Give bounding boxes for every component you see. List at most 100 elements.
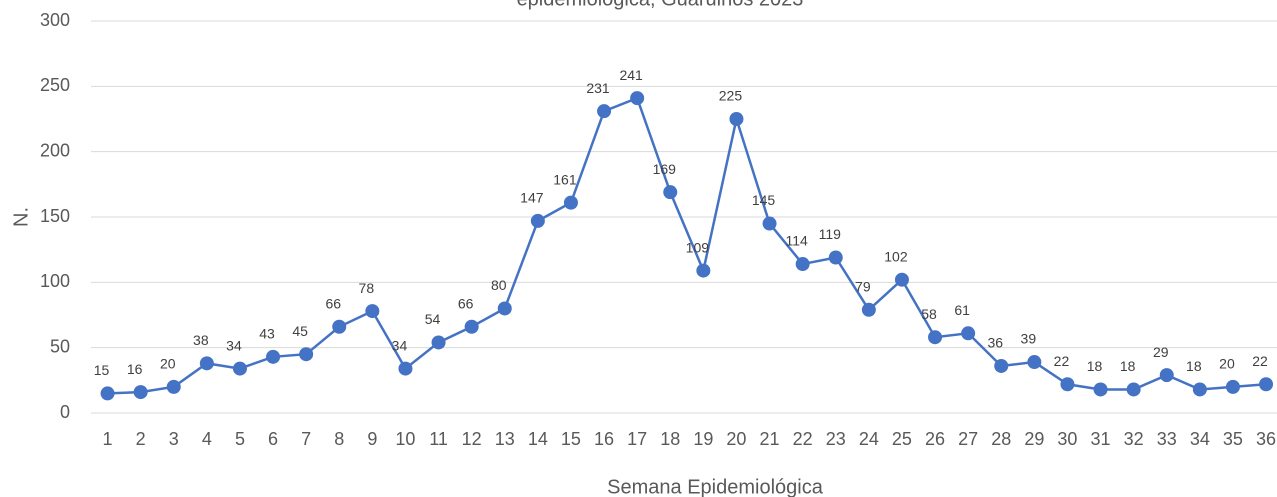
- x-tick-label: 1: [103, 429, 113, 449]
- x-tick-label: 3: [169, 429, 179, 449]
- data-label: 20: [160, 356, 176, 372]
- x-axis-label: Semana Epidemiológica: [607, 476, 824, 497]
- x-tick-label: 19: [693, 429, 713, 449]
- x-tick-label: 33: [1157, 429, 1177, 449]
- point: [861, 302, 876, 317]
- data-label: 61: [954, 302, 970, 318]
- point: [994, 358, 1009, 373]
- x-tick-label: 17: [627, 429, 647, 449]
- point: [1259, 377, 1274, 392]
- point: [199, 356, 214, 371]
- point: [762, 216, 777, 231]
- y-tick-label: 250: [40, 75, 70, 95]
- point: [464, 319, 479, 334]
- x-tick-label: 2: [136, 429, 146, 449]
- x-tick-label: 22: [793, 429, 813, 449]
- point: [431, 335, 446, 350]
- x-tick-label: 6: [268, 429, 278, 449]
- point: [894, 272, 909, 287]
- point: [795, 257, 810, 272]
- y-tick-label: 150: [40, 206, 70, 226]
- point: [166, 379, 181, 394]
- x-tick-label: 26: [925, 429, 945, 449]
- x-tick-label: 28: [991, 429, 1011, 449]
- chart-title: epidemiológica, Guarulhos 2023: [517, 0, 804, 10]
- point: [663, 185, 678, 200]
- data-label: 22: [1054, 353, 1070, 369]
- x-tick-label: 30: [1057, 429, 1077, 449]
- x-tick-label: 25: [892, 429, 912, 449]
- data-label: 36: [987, 335, 1003, 351]
- data-label: 20: [1219, 356, 1235, 372]
- x-tick-label: 24: [859, 429, 879, 449]
- x-tick-label: 4: [202, 429, 212, 449]
- point: [597, 104, 612, 119]
- x-tick-label: 21: [760, 429, 780, 449]
- x-tick-label: 9: [367, 429, 377, 449]
- y-tick-label: 100: [40, 271, 70, 291]
- point: [1159, 368, 1174, 383]
- data-label: 241: [619, 67, 643, 83]
- data-label: 18: [1120, 358, 1136, 374]
- point: [332, 319, 347, 334]
- point: [133, 385, 148, 400]
- point: [563, 195, 578, 210]
- y-axis-label: N.: [10, 207, 32, 227]
- point: [398, 361, 413, 376]
- point: [696, 263, 711, 278]
- data-label: 66: [458, 295, 474, 311]
- x-tick-label: 18: [660, 429, 680, 449]
- point: [1192, 382, 1207, 397]
- data-label: 45: [292, 323, 308, 339]
- x-tick-label: 20: [726, 429, 746, 449]
- data-label: 79: [855, 278, 871, 294]
- x-tick-label: 15: [561, 429, 581, 449]
- data-label: 38: [193, 332, 209, 348]
- x-tick-label: 29: [1024, 429, 1044, 449]
- point: [1225, 379, 1240, 394]
- x-tick-label: 10: [395, 429, 415, 449]
- x-tick-label: 14: [528, 429, 548, 449]
- y-tick-label: 0: [60, 402, 70, 422]
- data-label: 34: [392, 337, 408, 353]
- point: [729, 112, 744, 126]
- data-label: 161: [553, 171, 577, 187]
- x-tick-label: 5: [235, 429, 245, 449]
- data-label: 16: [127, 361, 143, 377]
- point: [928, 330, 943, 345]
- point: [266, 349, 281, 364]
- x-tick-label: 34: [1190, 429, 1210, 449]
- point: [630, 91, 645, 106]
- data-label: 66: [325, 295, 341, 311]
- data-label: 114: [785, 233, 808, 249]
- x-tick-label: 36: [1256, 429, 1276, 449]
- point: [530, 213, 545, 228]
- data-label: 145: [752, 192, 776, 208]
- x-tick-label: 35: [1223, 429, 1243, 449]
- data-label: 18: [1087, 358, 1103, 374]
- x-tick-label: 16: [594, 429, 614, 449]
- data-label: 43: [259, 326, 275, 342]
- point: [1060, 377, 1075, 392]
- y-tick-label: 200: [40, 140, 70, 160]
- x-tick-label: 32: [1124, 429, 1144, 449]
- point: [828, 250, 843, 265]
- data-label: 147: [520, 190, 544, 206]
- point: [1027, 355, 1042, 370]
- data-label: 58: [921, 306, 937, 322]
- point: [100, 386, 115, 401]
- point: [299, 347, 314, 362]
- point: [1093, 382, 1108, 397]
- data-label: 22: [1252, 353, 1268, 369]
- data-label: 80: [491, 277, 507, 293]
- x-tick-label: 27: [958, 429, 978, 449]
- data-label: 39: [1021, 331, 1037, 347]
- data-label: 231: [586, 80, 610, 96]
- data-label: 54: [425, 311, 441, 327]
- data-label: 169: [653, 161, 677, 177]
- data-label: 119: [819, 226, 842, 242]
- x-tick-label: 23: [826, 429, 846, 449]
- y-tick-label: 50: [50, 336, 70, 356]
- x-tick-label: 8: [334, 429, 344, 449]
- x-tick-label: 31: [1091, 429, 1111, 449]
